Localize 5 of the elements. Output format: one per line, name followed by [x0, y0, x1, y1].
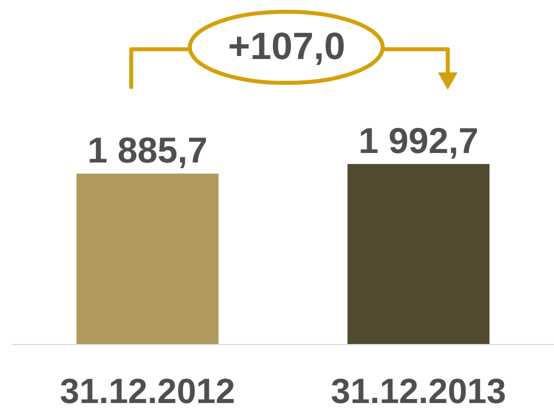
x-tick-label: 31.12.2013: [330, 372, 506, 411]
text: +107,0: [228, 26, 346, 68]
x-tick-label: 31.12.2012: [60, 372, 236, 411]
data-label: 1 885,7: [87, 130, 208, 171]
data-label: 1 992,7: [358, 120, 479, 161]
